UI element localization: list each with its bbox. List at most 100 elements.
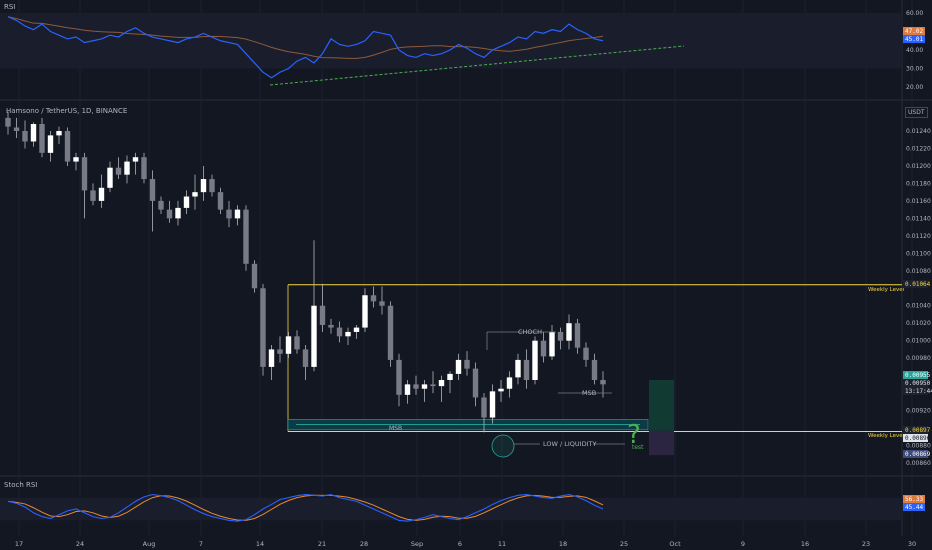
- candle-body: [430, 384, 436, 387]
- price-tick-label: 0.01140: [906, 215, 931, 222]
- price-tick-label: 0.01100: [906, 250, 931, 257]
- candle-body: [574, 323, 581, 348]
- time-tick-label: 14: [256, 540, 264, 548]
- candle-body: [506, 377, 513, 389]
- price-tick-label: 0.01120: [906, 233, 931, 240]
- liquidity-circle: [491, 434, 515, 458]
- rsi-pane: [0, 13, 902, 86]
- candle-body: [39, 124, 45, 153]
- upper-level-badge-bg: [903, 280, 928, 288]
- rsi-band: [0, 13, 902, 69]
- candle-body: [387, 305, 394, 360]
- time-tick-label: 6: [458, 540, 462, 548]
- candle-body: [149, 179, 156, 201]
- candle-body: [115, 167, 122, 175]
- annotations: CHOCH MSB MSB LOW / LIQUIDITY test? Weekly Le…: [389, 287, 905, 458]
- time-tick-label: 17: [15, 540, 23, 548]
- rsi-ma-badge: [903, 27, 925, 35]
- candles: [5, 111, 606, 433]
- axes: 17 24 Aug 7 14 21 28 Sep 6 11 18 25 Oct 9 16 23 30 60.00 5…: [15, 10, 932, 548]
- candle-body: [90, 190, 96, 201]
- candle-body: [47, 135, 54, 153]
- candle-body: [192, 192, 198, 197]
- candle-body: [302, 349, 309, 367]
- candle-body: [277, 349, 283, 354]
- short-target-badge: 0.00869: [905, 451, 931, 458]
- rsi-tick-label: 30.00: [906, 66, 923, 73]
- price-tick-label: 0.01220: [906, 145, 931, 152]
- stoch-rsi-pane: [0, 493, 902, 522]
- candle-body: [22, 131, 28, 142]
- candle-body: [328, 324, 334, 328]
- candle-body: [107, 167, 113, 188]
- candle-body: [64, 131, 71, 162]
- time-tick-label: 23: [862, 540, 870, 548]
- candle-body: [251, 263, 258, 289]
- candle-body: [200, 179, 207, 193]
- candle-body: [472, 368, 479, 398]
- price-tick-label: 0.01020: [906, 320, 931, 327]
- lower-level-badge-2: 0.00896: [905, 435, 931, 442]
- rsi-value-badge: [903, 35, 925, 43]
- stoch-d-badge: [903, 495, 925, 503]
- candle-body: [226, 209, 232, 219]
- low-liquidity-label: LOW / LIQUIDITY: [543, 440, 596, 448]
- candle-body: [464, 359, 470, 369]
- candle-body: [455, 359, 462, 374]
- symbol-title: Hamsono / TetherUS, 1D, BINANCE: [6, 107, 128, 115]
- time-tick-label: Aug: [143, 540, 156, 548]
- drawing-zones: [287, 284, 902, 456]
- time-tick-label: 28: [360, 540, 368, 548]
- candle-body: [124, 161, 130, 175]
- candle-body: [336, 327, 343, 337]
- candle-body: [566, 323, 572, 341]
- candle-body: [141, 157, 147, 180]
- choch-label: CHOCH: [518, 328, 542, 336]
- rsi-tick-label: 40.00: [906, 47, 923, 54]
- price-countdown-bg: [903, 387, 928, 395]
- time-tick-label: Sep: [411, 540, 423, 548]
- candle-body: [5, 117, 11, 127]
- msb-small-label: MSB: [582, 389, 596, 397]
- candle-body: [515, 359, 521, 378]
- lower-level-badge-1-bg: [903, 426, 928, 434]
- candle-body: [132, 157, 139, 162]
- candle-body: [523, 359, 530, 380]
- time-tick-label: 9: [741, 540, 745, 548]
- time-tick-label: 11: [498, 540, 506, 548]
- long-position-box: [649, 380, 674, 431]
- price-tick-label: 0.00980: [906, 355, 931, 362]
- candle-body: [540, 340, 547, 357]
- candle-body: [438, 380, 445, 387]
- price-tick-label: 0.01000: [906, 338, 931, 345]
- price-tick-label: 0.00880: [906, 443, 931, 450]
- price-badge-2-bg: [903, 379, 928, 387]
- question-mark: ?: [627, 420, 641, 450]
- stoch-band: [0, 497, 902, 521]
- candle-body: [489, 391, 496, 418]
- candle-body: [583, 347, 589, 360]
- short-position-box: [649, 430, 674, 456]
- currency-label[interactable]: USDT: [905, 107, 928, 118]
- time-tick-label: 30: [908, 540, 916, 548]
- candle-body: [362, 295, 368, 328]
- candle-body: [447, 373, 453, 380]
- candle-body: [13, 127, 20, 131]
- short-target-badge-bg: [903, 450, 928, 458]
- price-tick-label: 0.01160: [906, 198, 931, 205]
- candle-body: [379, 301, 385, 306]
- candle-body: [600, 380, 606, 385]
- price-tick-label: 0.01040: [906, 303, 931, 310]
- candle-body: [396, 359, 402, 395]
- time-tick-label: 21: [318, 540, 326, 548]
- price-countdown: 13:17:44: [905, 388, 932, 395]
- candle-body: [260, 288, 266, 367]
- stoch-k-line: [7, 493, 604, 522]
- rsi-ma-line: [7, 16, 604, 59]
- price-tick-label: 0.00860: [906, 460, 931, 467]
- candle-body: [243, 209, 249, 264]
- candle-body: [421, 384, 428, 389]
- candle-body: [175, 207, 181, 219]
- candle-body: [209, 179, 215, 193]
